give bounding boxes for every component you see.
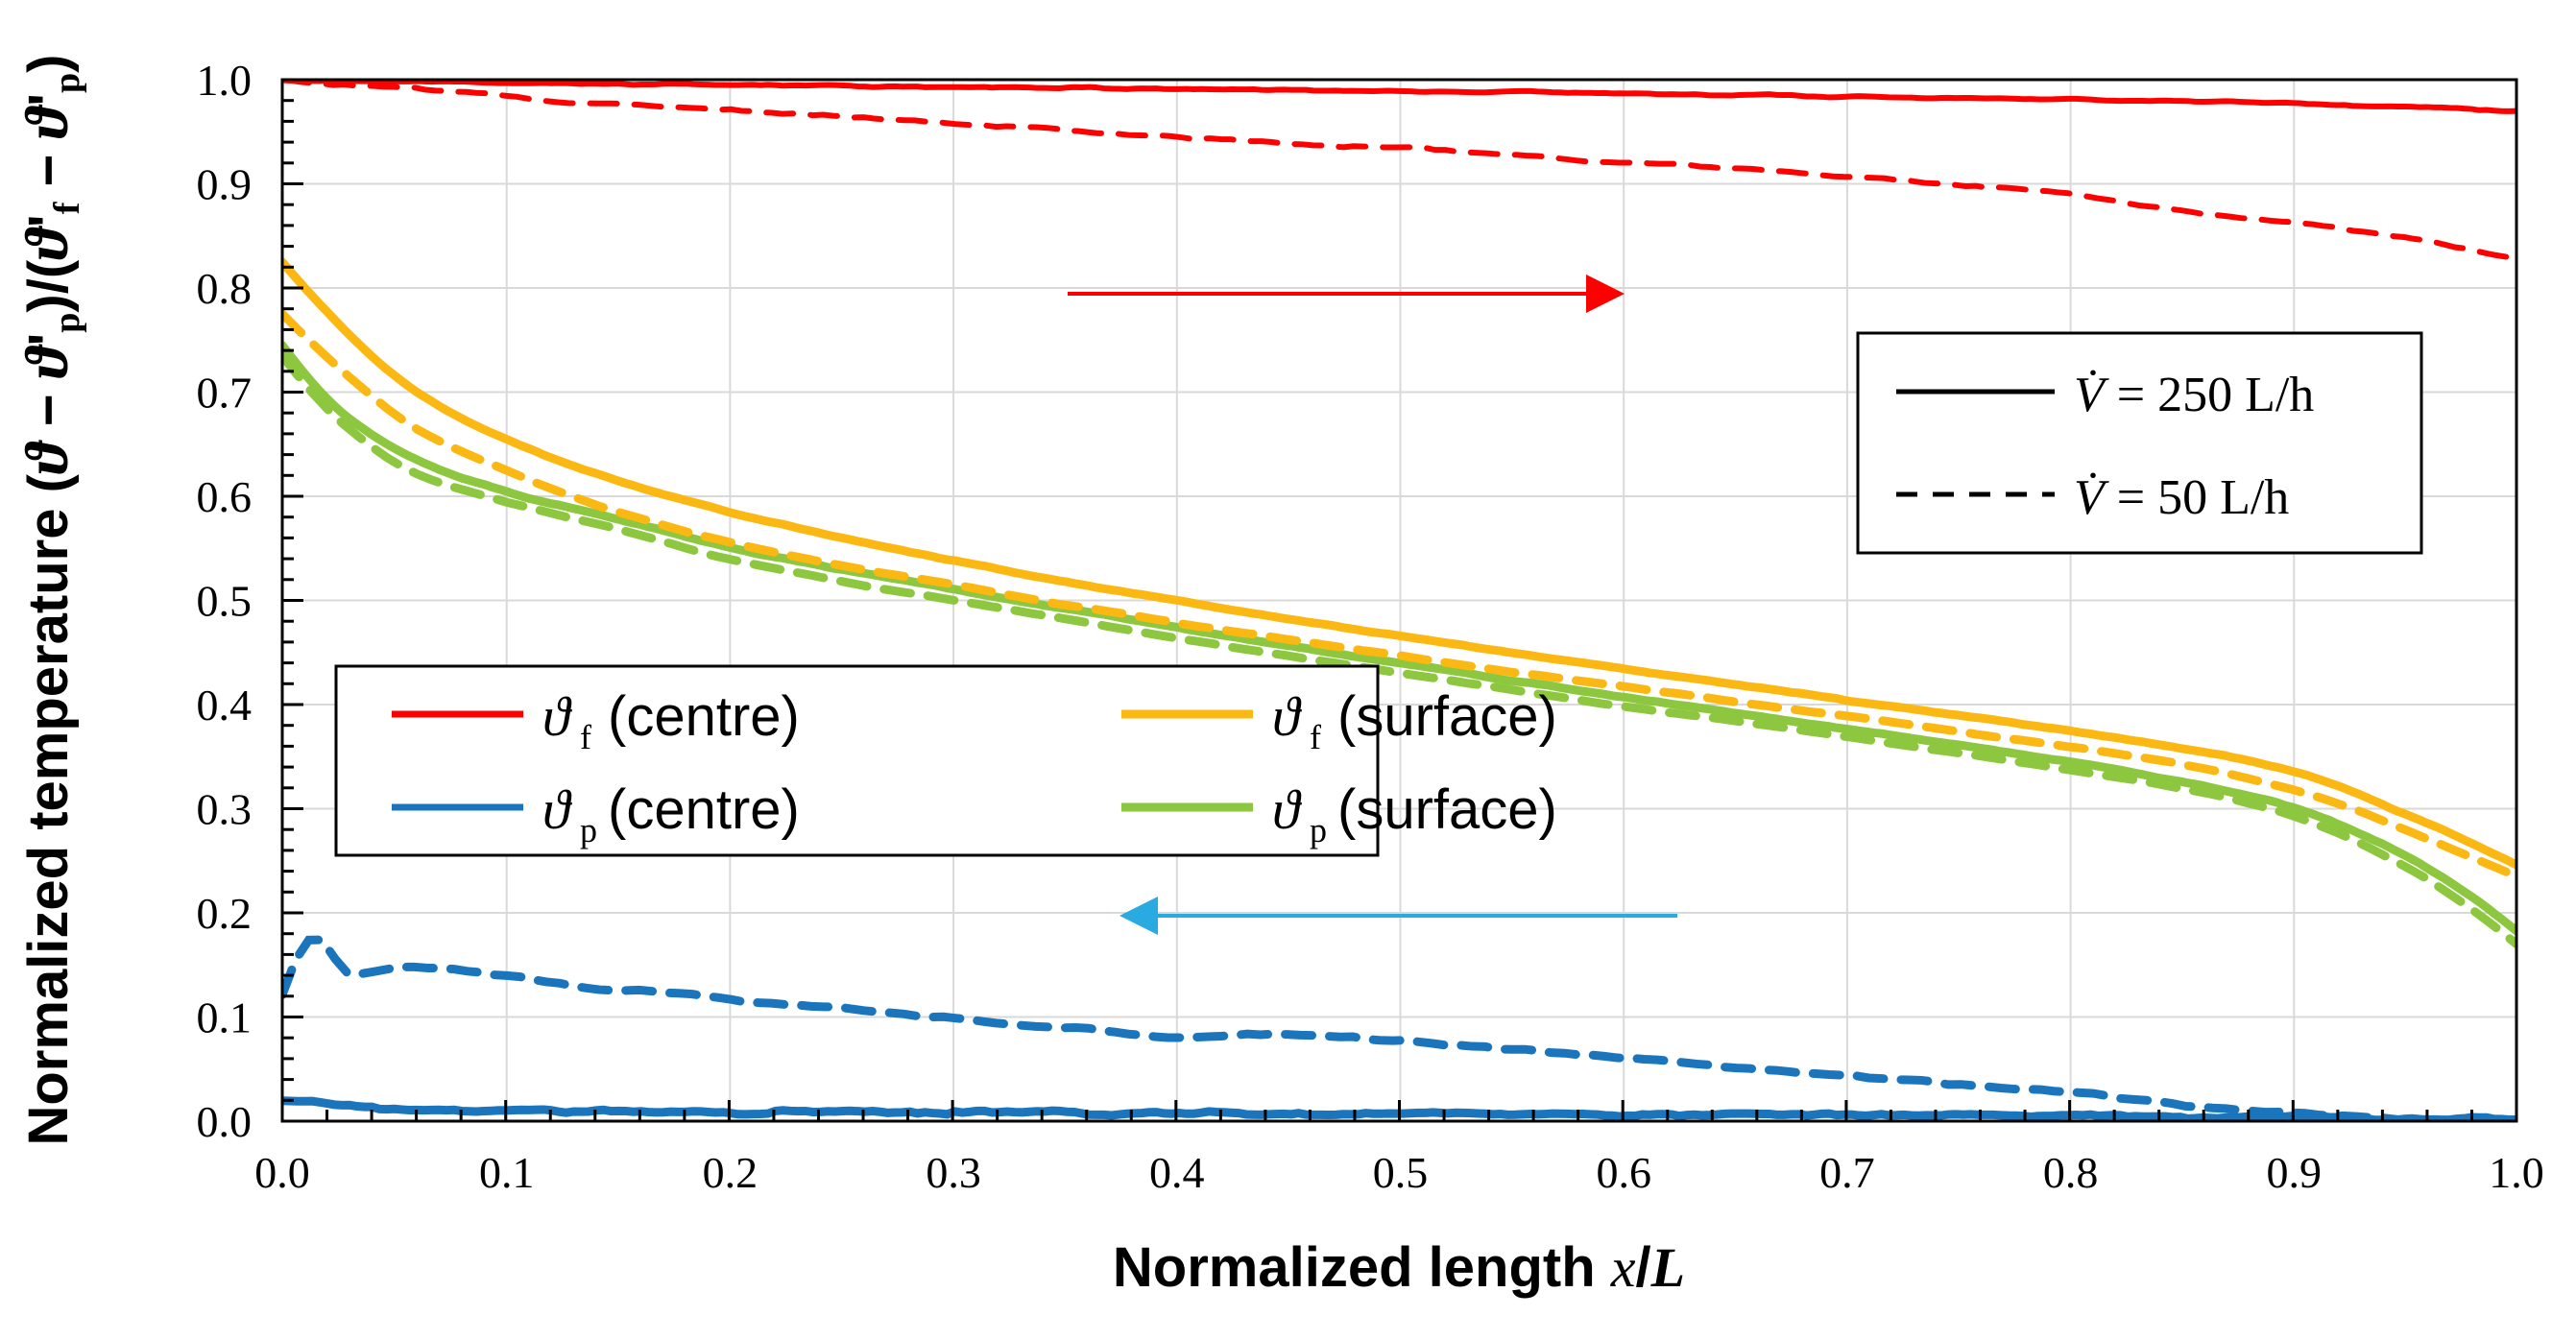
svg-text:0.0: 0.0 <box>197 1097 253 1146</box>
svg-text:0.7: 0.7 <box>1819 1148 1875 1197</box>
svg-text:0.3: 0.3 <box>197 785 253 834</box>
svg-text:(centre): (centre) <box>608 778 800 841</box>
svg-text:(surface): (surface) <box>1337 685 1557 748</box>
svg-text:0.5: 0.5 <box>1373 1148 1429 1197</box>
svg-text:ϑ: ϑ <box>542 685 573 748</box>
svg-text:0.1: 0.1 <box>197 993 253 1042</box>
svg-text:p: p <box>1310 811 1327 849</box>
svg-text:0.7: 0.7 <box>197 369 253 418</box>
svg-text:V̇ = 50 L/h: V̇ = 50 L/h <box>2074 470 2289 525</box>
svg-text:0.6: 0.6 <box>1596 1148 1651 1197</box>
svg-text:ϑ: ϑ <box>1272 685 1303 748</box>
svg-text:(centre): (centre) <box>608 685 800 748</box>
svg-text:(surface): (surface) <box>1337 778 1557 841</box>
svg-text:Normalized temperature (ϑ − ϑ': Normalized temperature (ϑ − ϑ'p)/(ϑ'f − … <box>12 54 87 1145</box>
svg-text:V̇ = 250 L/h: V̇ = 250 L/h <box>2074 368 2314 422</box>
svg-text:0.8: 0.8 <box>197 264 253 313</box>
svg-text:0.4: 0.4 <box>197 681 253 730</box>
svg-text:0.9: 0.9 <box>197 160 253 209</box>
svg-text:0.5: 0.5 <box>197 577 253 626</box>
svg-text:0.2: 0.2 <box>197 889 253 938</box>
svg-text:1.0: 1.0 <box>197 56 253 105</box>
svg-text:0.2: 0.2 <box>703 1148 758 1197</box>
svg-text:f: f <box>1310 718 1321 756</box>
svg-text:0.4: 0.4 <box>1149 1148 1205 1197</box>
svg-text:0.8: 0.8 <box>2043 1148 2099 1197</box>
svg-text:p: p <box>580 811 597 849</box>
svg-text:ϑ: ϑ <box>542 778 573 841</box>
svg-text:1.0: 1.0 <box>2489 1148 2544 1197</box>
svg-text:ϑ: ϑ <box>1272 778 1303 841</box>
svg-text:f: f <box>580 718 591 756</box>
svg-text:Normalized length x/L: Normalized length x/L <box>1113 1236 1685 1299</box>
svg-text:0.3: 0.3 <box>926 1148 981 1197</box>
svg-text:0.0: 0.0 <box>254 1148 310 1197</box>
svg-text:0.6: 0.6 <box>197 472 253 521</box>
svg-text:0.1: 0.1 <box>479 1148 535 1197</box>
svg-text:0.9: 0.9 <box>2267 1148 2323 1197</box>
